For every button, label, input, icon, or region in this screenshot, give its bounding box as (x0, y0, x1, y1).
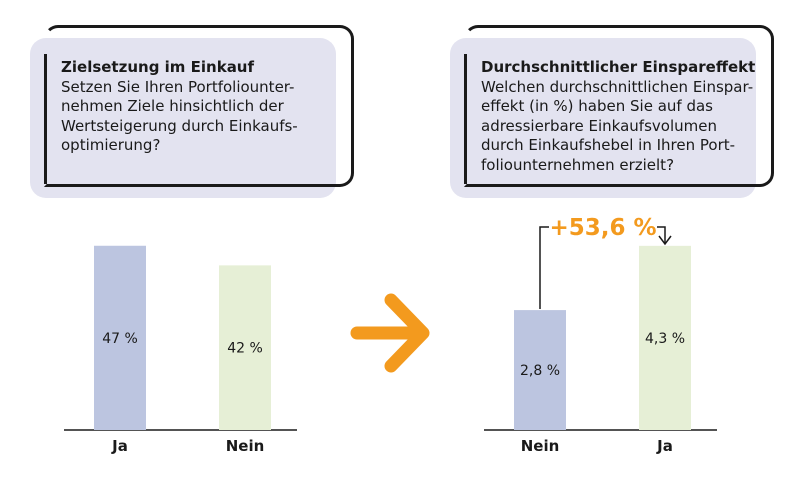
chart-left: 47 % Ja 42 % Nein (64, 245, 297, 455)
panel-left-question: Setzen Sie Ihren Portfoliounter- nehmen … (61, 77, 298, 155)
category-label: Nein (521, 437, 560, 455)
increase-bracket (539, 226, 672, 309)
category-label: Nein (226, 437, 265, 455)
panel-right-question: Welchen durchschnittlichen Einspar- effe… (481, 77, 754, 174)
bar-value-label: 47 % (102, 331, 138, 347)
bar-value-label: 42 % (227, 341, 263, 357)
category-label: Ja (656, 437, 673, 455)
bar-ja (94, 245, 146, 430)
panel-left-title: Zielsetzung im Einkauf (61, 58, 255, 76)
bar-nein (514, 310, 566, 430)
arrow-right-icon (350, 293, 430, 373)
chart-right: 2,8 % Nein 4,3 % Ja (484, 245, 717, 455)
delta-label: +53,6 % (549, 215, 656, 241)
bar-nein (219, 265, 271, 430)
bar-value-label: 4,3 % (645, 331, 685, 347)
panel-right-title: Durchschnittlicher Einspareffekt (481, 58, 756, 76)
bar-ja (639, 245, 691, 430)
category-label: Ja (111, 437, 128, 455)
bar-value-label: 2,8 % (520, 363, 560, 379)
